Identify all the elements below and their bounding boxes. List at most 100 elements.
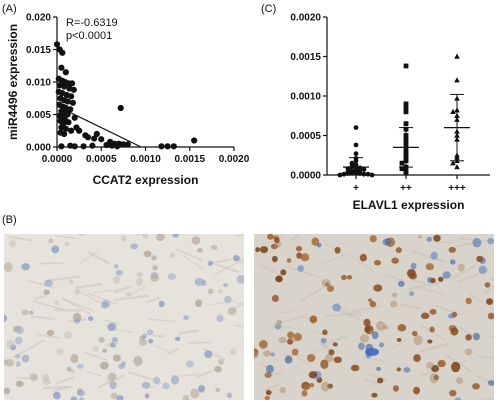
cell-nucleus bbox=[289, 336, 297, 342]
cell-nucleus bbox=[328, 349, 335, 356]
data-point bbox=[337, 172, 343, 178]
cell-nucleus bbox=[309, 383, 315, 388]
cell-nucleus bbox=[214, 366, 222, 373]
cell-nucleus bbox=[451, 361, 461, 373]
data-point bbox=[114, 143, 121, 150]
cell-nucleus bbox=[77, 363, 84, 369]
data-point bbox=[450, 108, 456, 114]
data-point bbox=[68, 93, 75, 100]
cell-nucleus bbox=[120, 235, 127, 242]
tissue-fiber bbox=[337, 305, 361, 320]
cell-nucleus bbox=[275, 275, 283, 283]
data-point bbox=[353, 142, 359, 148]
cell-nucleus bbox=[379, 342, 384, 348]
data-point bbox=[65, 119, 72, 126]
cell-nucleus bbox=[162, 382, 170, 390]
data-point bbox=[103, 141, 110, 149]
cell-nucleus bbox=[395, 247, 402, 253]
scatter-plot-a: 0.000 0.005 0.010 0.015 0.020 0.0000 0.0005 0.0… bbox=[6, 13, 250, 188]
tissue-fiber bbox=[114, 285, 133, 294]
cell-nucleus bbox=[278, 336, 287, 344]
cell-nucleus bbox=[311, 237, 320, 246]
cell-nucleus bbox=[254, 351, 259, 359]
micrograph-left-image bbox=[4, 234, 244, 400]
cell-nucleus bbox=[369, 235, 377, 243]
cell-nucleus bbox=[465, 334, 472, 341]
cell-nucleus bbox=[271, 294, 279, 303]
cell-nucleus bbox=[183, 315, 189, 321]
tissue-fiber bbox=[97, 374, 126, 389]
cell-nucleus bbox=[450, 327, 459, 336]
tissue-fiber bbox=[136, 234, 142, 237]
data-point bbox=[120, 141, 127, 148]
tissue-fiber bbox=[74, 283, 103, 289]
y-tick-label: 0.0015 bbox=[290, 52, 321, 63]
cell-nucleus bbox=[68, 279, 74, 284]
cell-nucleus bbox=[42, 373, 50, 382]
tissue-fiber bbox=[180, 373, 199, 377]
cell-nucleus bbox=[255, 247, 260, 253]
cell-nucleus bbox=[396, 367, 402, 372]
cell-nucleus bbox=[172, 234, 179, 238]
cell-nucleus bbox=[215, 387, 220, 393]
cell-nucleus bbox=[6, 339, 16, 349]
cell-nucleus bbox=[369, 301, 377, 308]
cell-nucleus bbox=[152, 265, 158, 271]
cell-nucleus bbox=[413, 335, 423, 346]
panel-a-label: (A) bbox=[2, 3, 17, 15]
cell-nucleus bbox=[321, 278, 331, 288]
cell-nucleus bbox=[190, 388, 200, 399]
cell-nucleus bbox=[472, 237, 482, 248]
cell-nucleus bbox=[425, 263, 434, 271]
tissue-fiber bbox=[128, 285, 146, 297]
cell-nucleus bbox=[259, 246, 269, 254]
cell-nucleus bbox=[371, 331, 379, 340]
cell-nucleus bbox=[403, 367, 411, 373]
cell-nucleus bbox=[108, 372, 117, 381]
cell-nucleus bbox=[411, 330, 418, 337]
x-tick-label: 0.0020 bbox=[219, 154, 250, 165]
cell-nucleus bbox=[377, 377, 384, 384]
tissue-fiber bbox=[468, 293, 482, 303]
cell-nucleus bbox=[286, 258, 292, 263]
cell-nucleus bbox=[56, 348, 64, 355]
cell-nucleus bbox=[210, 244, 218, 250]
cell-nucleus bbox=[146, 329, 154, 336]
cell-nucleus bbox=[29, 310, 34, 315]
cell-nucleus bbox=[429, 326, 435, 333]
data-point bbox=[124, 141, 131, 148]
cell-nucleus bbox=[426, 236, 433, 242]
y-tick-label: 0.0000 bbox=[290, 171, 321, 182]
tissue-fiber bbox=[279, 311, 298, 314]
y-axis-title: miR4496 expression bbox=[6, 24, 20, 140]
correlation-annotation: R=-0.6319 bbox=[66, 17, 118, 29]
data-point bbox=[98, 136, 105, 143]
tissue-fiber bbox=[188, 341, 211, 344]
category-label: +++ bbox=[448, 183, 466, 194]
cell-nucleus bbox=[51, 245, 60, 254]
tissue-fiber bbox=[47, 275, 80, 282]
cell-nucleus bbox=[320, 381, 330, 392]
cell-nucleus bbox=[216, 314, 224, 323]
data-point bbox=[403, 105, 409, 111]
cell-nucleus bbox=[454, 397, 462, 400]
x-tick-label: 0.0005 bbox=[86, 154, 117, 165]
cell-nucleus bbox=[185, 360, 194, 368]
cell-nucleus bbox=[397, 324, 407, 332]
data-point bbox=[80, 143, 87, 150]
cell-nucleus bbox=[390, 300, 398, 308]
tissue-fiber bbox=[53, 308, 81, 312]
cell-nucleus bbox=[78, 397, 85, 400]
cell-nucleus bbox=[417, 235, 423, 239]
cell-nucleus bbox=[363, 318, 371, 327]
cell-nucleus bbox=[326, 285, 335, 292]
blue-stain-spot bbox=[365, 348, 379, 356]
cell-nucleus bbox=[15, 326, 24, 335]
tissue-fiber bbox=[78, 249, 100, 266]
cell-nucleus bbox=[74, 318, 81, 324]
cell-nucleus bbox=[218, 358, 224, 365]
cell-nucleus bbox=[14, 354, 21, 359]
cell-nucleus bbox=[487, 380, 494, 386]
regression-line bbox=[56, 105, 142, 148]
cell-nucleus bbox=[10, 344, 16, 351]
